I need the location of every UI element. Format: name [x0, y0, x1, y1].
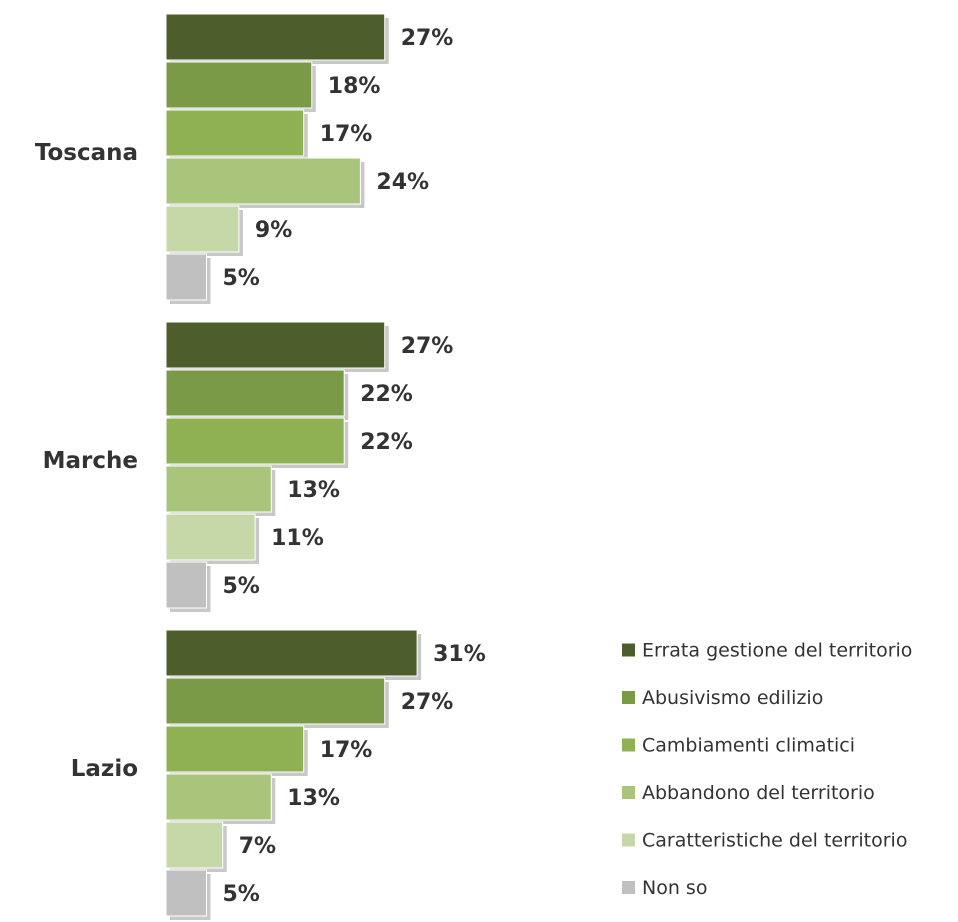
value-label: 18%	[328, 74, 381, 99]
category-label: Lazio	[71, 756, 138, 782]
bar	[165, 561, 207, 609]
value-label: 11%	[271, 526, 324, 551]
value-label: 22%	[360, 382, 413, 407]
value-label: 5%	[223, 266, 260, 291]
legend-swatch	[622, 786, 635, 799]
group-toscana: 27% 18% 17%24% 9% 5% Toscana	[35, 13, 454, 304]
bar	[165, 253, 207, 301]
legend-item: Caratteristiche del territorio	[622, 830, 907, 852]
legend-label: Errata gestione del territorio	[642, 640, 912, 662]
bar	[165, 109, 305, 157]
legend-label: Abbandono del territorio	[642, 782, 875, 804]
legend-swatch	[622, 881, 635, 894]
legend-item: Cambiamenti climatici	[622, 735, 855, 757]
value-label: 24%	[376, 170, 429, 195]
legend-item: Non so	[622, 877, 707, 899]
legend-swatch	[622, 643, 635, 657]
bar	[165, 677, 386, 725]
value-label: 22%	[360, 430, 413, 455]
category-label: Marche	[43, 448, 138, 474]
legend-label: Non so	[642, 877, 707, 899]
legend-item: Errata gestione del territorio	[622, 640, 912, 662]
category-label: Toscana	[35, 140, 138, 166]
bar	[165, 417, 345, 465]
bar	[165, 629, 418, 677]
legend-label: Abusivismo edilizio	[642, 687, 823, 709]
legend-swatch	[622, 738, 635, 752]
group-lazio: 31% 27% 17% 13% 7% 5% Lazio	[71, 629, 486, 920]
value-label: 5%	[223, 574, 260, 599]
value-label: 13%	[287, 786, 340, 811]
value-label: 27%	[401, 26, 454, 51]
value-label: 17%	[320, 122, 373, 147]
bar	[165, 205, 240, 253]
value-label: 5%	[223, 882, 260, 907]
bar	[165, 773, 272, 821]
bar	[165, 13, 386, 61]
legend-label: Cambiamenti climatici	[642, 735, 855, 757]
bar	[165, 61, 313, 109]
bar	[165, 465, 272, 513]
bar	[165, 513, 256, 561]
value-label: 31%	[433, 642, 486, 667]
bar	[165, 869, 207, 917]
value-label: 27%	[401, 334, 454, 359]
legend-item: Abbandono del territorio	[622, 782, 875, 804]
value-label: 7%	[239, 834, 276, 859]
bar	[165, 821, 224, 869]
value-label: 27%	[401, 690, 454, 715]
legend-item: Abusivismo edilizio	[622, 687, 823, 709]
bar	[165, 369, 345, 417]
group-marche: 27% 22% 22% 13% 11% 5% Marche	[43, 321, 454, 612]
bar	[165, 725, 305, 773]
legend-swatch	[622, 833, 635, 847]
bar	[165, 321, 386, 369]
value-label: 13%	[287, 478, 340, 503]
value-label: 17%	[320, 738, 373, 763]
value-label: 9%	[255, 218, 292, 243]
legend-swatch	[622, 691, 635, 704]
bar	[165, 157, 361, 205]
legend: Errata gestione del territorio Abusivismo…	[622, 640, 912, 899]
legend-label: Caratteristiche del territorio	[642, 830, 907, 852]
bars-layer: 27%18%17%24%9%5%Toscana27%22%22%13%11%5%…	[35, 13, 486, 920]
